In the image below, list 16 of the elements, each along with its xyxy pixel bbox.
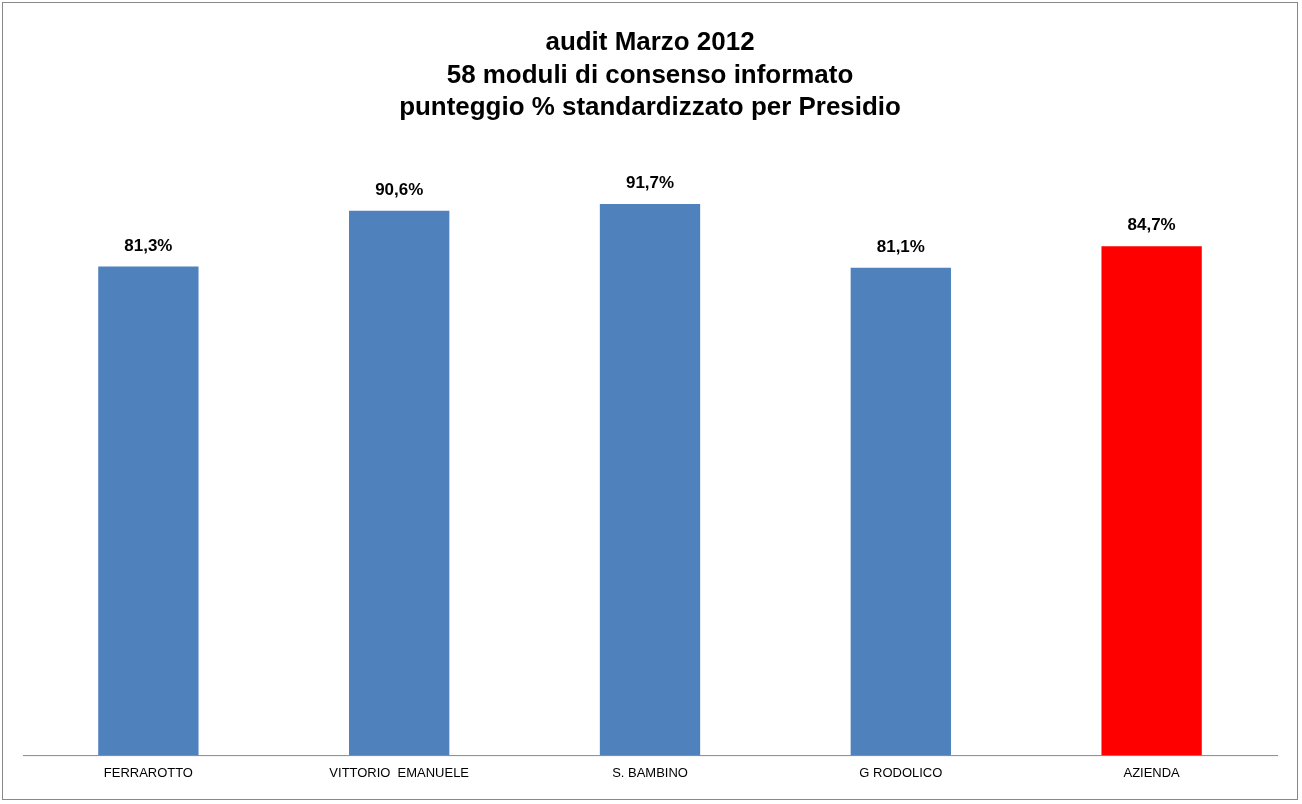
x-tick-label: S. BAMBINO: [612, 764, 688, 780]
x-tick-label: G RODOLICO: [859, 764, 943, 780]
x-tick-label: VITTORIO EMANUELE: [329, 764, 470, 780]
bar: [599, 204, 701, 756]
data-label: 81,1%: [876, 237, 925, 257]
data-label: 90,6%: [375, 179, 424, 199]
chart-title: audit Marzo 2012 58 moduli di consenso informato punteggio % standardizzato per Presidio: [399, 27, 901, 121]
bar: [349, 210, 450, 756]
data-label: 84,7%: [1127, 215, 1176, 235]
data-label: 81,3%: [124, 235, 173, 255]
x-tick-label: AZIENDA: [1123, 764, 1181, 780]
bar: [850, 267, 951, 756]
bar: [98, 266, 199, 756]
bar: [1101, 246, 1202, 756]
data-label: 91,7%: [625, 173, 675, 193]
x-tick-label: FERRAROTTO: [103, 764, 193, 780]
